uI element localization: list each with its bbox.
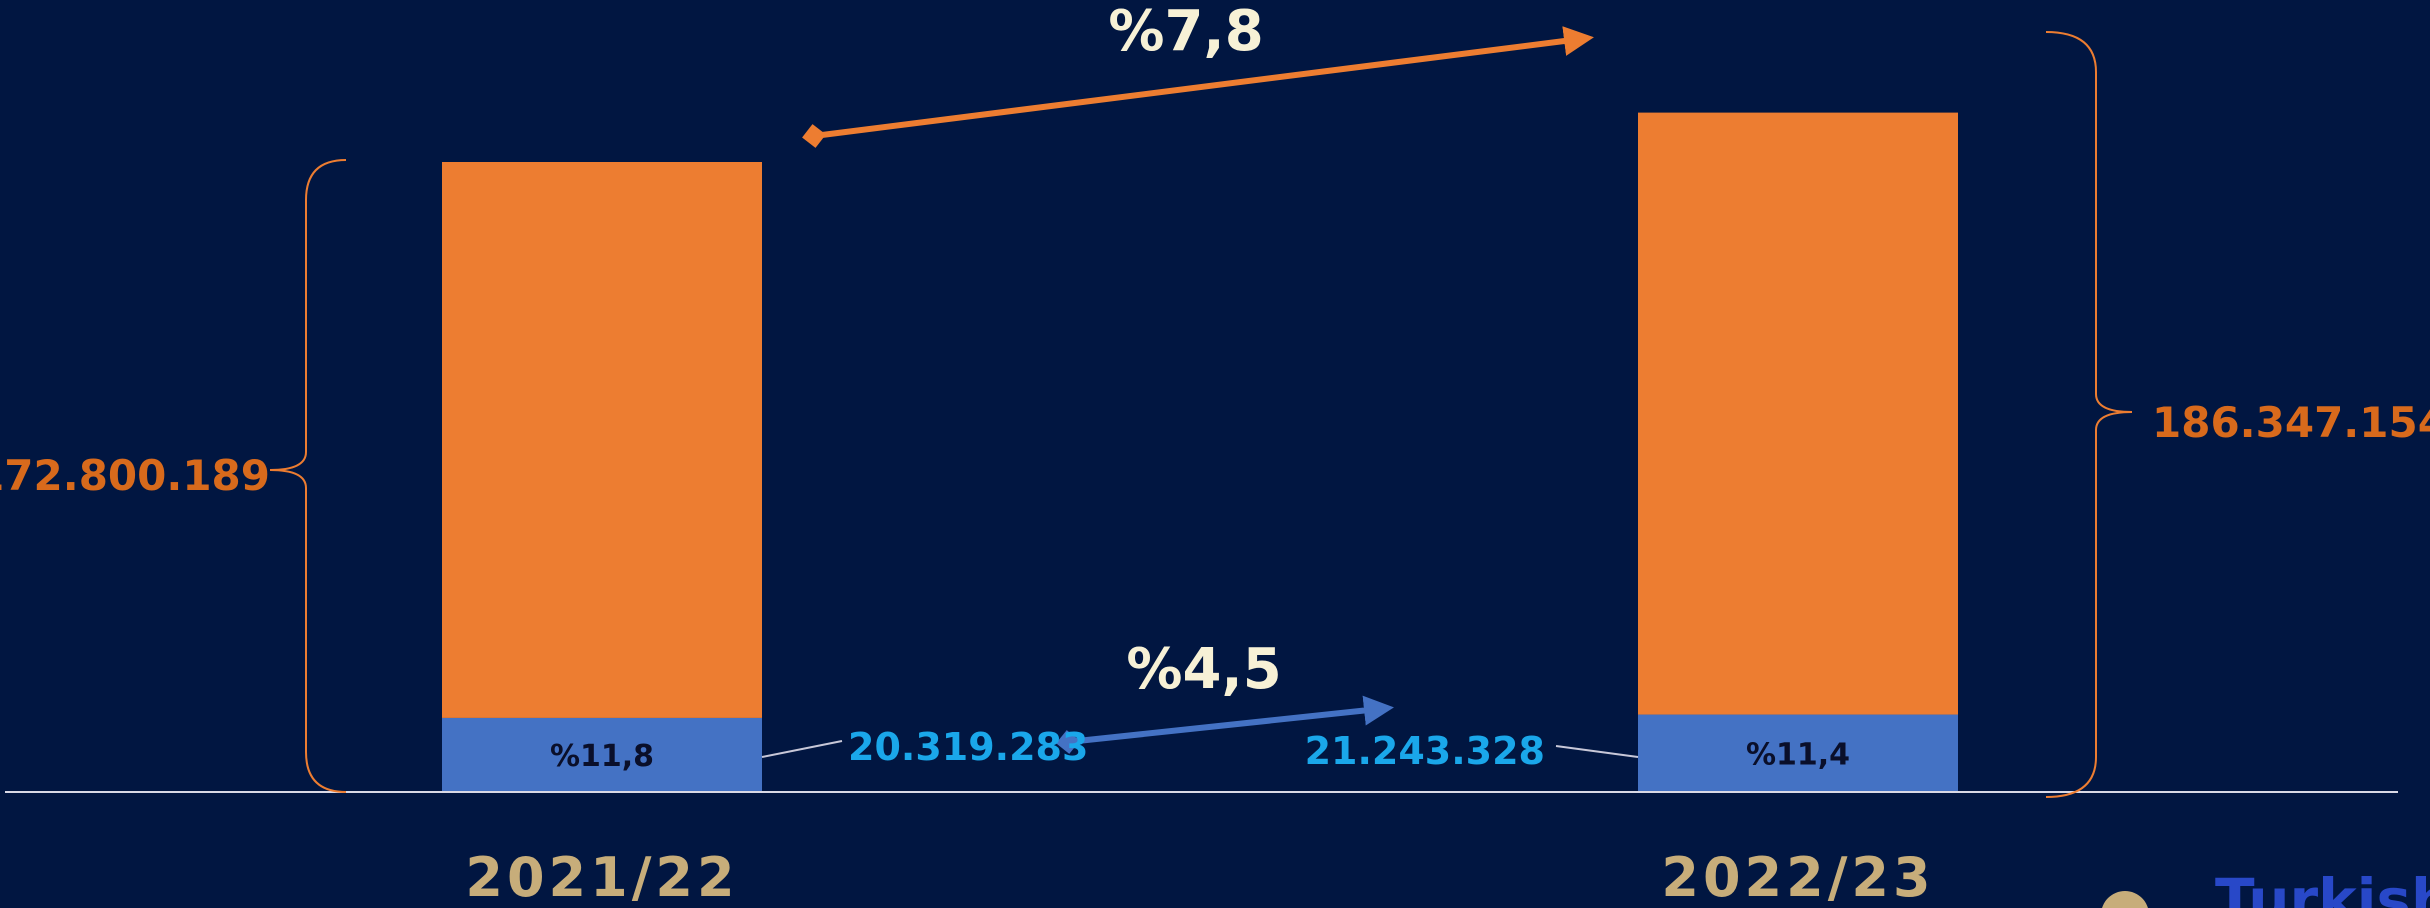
bars-layer bbox=[442, 112, 1958, 792]
x-tick-label-2022-23: 2022/23 bbox=[1661, 846, 1934, 908]
leader-line-2022-23 bbox=[1555, 745, 1639, 758]
total-label-2021-22: 172.800.189 bbox=[0, 451, 270, 500]
share-label-2022-23: %11,4 bbox=[1746, 737, 1850, 772]
share-label-2021-22: %11,8 bbox=[550, 739, 654, 774]
growth-total-label: %7,8 bbox=[1108, 0, 1263, 64]
total-label-2022-23: 186.347.154 bbox=[2152, 398, 2430, 447]
x-tick-label-2021-22: 2021/22 bbox=[465, 846, 738, 908]
logo-mark-icon bbox=[2102, 891, 2148, 908]
growth-segment-arrow bbox=[1056, 695, 1394, 754]
growth-segment-label: %4,5 bbox=[1126, 637, 1281, 702]
segment-value-2022-23: 21.243.328 bbox=[1305, 729, 1545, 773]
logo-text: Turkish bbox=[2215, 866, 2430, 908]
logo: Turkish bbox=[2102, 866, 2430, 908]
bar-2021-22-segment-0 bbox=[442, 717, 762, 792]
leader-line-2021-22 bbox=[761, 740, 843, 758]
brace-total-2021-22 bbox=[269, 159, 347, 793]
annotations-layer bbox=[5, 26, 2398, 798]
bar-2022-23-segment-1 bbox=[1638, 112, 1958, 715]
segment-value-2021-22: 20.319.283 bbox=[848, 725, 1088, 769]
growth-total-arrow bbox=[802, 26, 1594, 148]
bar-2022-23-segment-0 bbox=[1638, 714, 1958, 792]
brace-total-2022-23 bbox=[2045, 31, 2133, 798]
bar-2021-22-segment-1 bbox=[442, 162, 762, 718]
